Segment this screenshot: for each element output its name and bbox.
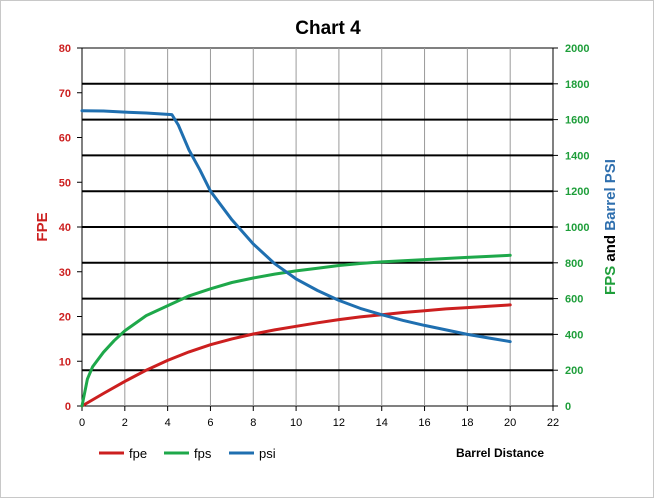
x-tick-label: 4 (165, 417, 171, 429)
y-left-tick-label: 10 (59, 356, 71, 368)
y-left-axis-title: FPE (34, 212, 51, 241)
y-right-tick-label: 600 (565, 294, 583, 306)
y-left-tick-label: 20 (59, 312, 71, 324)
y-left-tick-label: 30 (59, 267, 71, 279)
y-right-tick-label: 1800 (565, 79, 589, 91)
x-tick-label: 20 (504, 417, 516, 429)
series-line-fpe (80, 303, 512, 408)
y-left-tick-label: 0 (65, 401, 71, 413)
y-left-tick-label: 80 (59, 43, 71, 55)
x-tick-label: 8 (250, 417, 256, 429)
legend-label-fpe: fpe (129, 446, 147, 461)
y-right-tick-label: 400 (565, 329, 583, 341)
x-tick-label: 16 (418, 417, 430, 429)
y-right-axis-title: FPS and Barrel PSI (602, 159, 619, 295)
y-right-tick-label: 200 (565, 365, 583, 377)
x-tick-label: 12 (333, 417, 345, 429)
y-right-tick-label: 1200 (565, 186, 589, 198)
series-line-psi (80, 109, 512, 344)
y-right-tick-label: 800 (565, 258, 583, 270)
y-left-tick-label: 70 (59, 88, 71, 100)
y-right-tick-label: 1600 (565, 115, 589, 127)
x-tick-label: 10 (290, 417, 302, 429)
x-tick-label: 14 (376, 417, 388, 429)
x-axis-title: Barrel Distance (456, 446, 544, 460)
y-left-tick-label: 60 (59, 133, 71, 145)
y-right-axis-title-part: FPS (602, 266, 619, 295)
legend-label-psi: psi (259, 446, 276, 461)
y-right-tick-label: 1000 (565, 222, 589, 234)
x-tick-label: 2 (122, 417, 128, 429)
legend-label-fps: fps (194, 446, 212, 461)
y-right-axis-title-part: and (602, 231, 619, 266)
x-tick-label: 6 (207, 417, 213, 429)
y-left-tick-label: 40 (59, 222, 71, 234)
y-right-tick-label: 0 (565, 401, 571, 413)
y-left-tick-label: 50 (59, 177, 71, 189)
x-tick-label: 22 (547, 417, 559, 429)
chart-title: Chart 4 (295, 18, 361, 39)
y-right-tick-label: 1400 (565, 150, 589, 162)
y-right-axis-title-part: Barrel PSI (602, 159, 619, 231)
y-right-tick-label: 2000 (565, 43, 589, 55)
x-tick-label: 0 (79, 417, 85, 429)
series-line-fps (80, 253, 512, 408)
x-tick-label: 18 (461, 417, 473, 429)
